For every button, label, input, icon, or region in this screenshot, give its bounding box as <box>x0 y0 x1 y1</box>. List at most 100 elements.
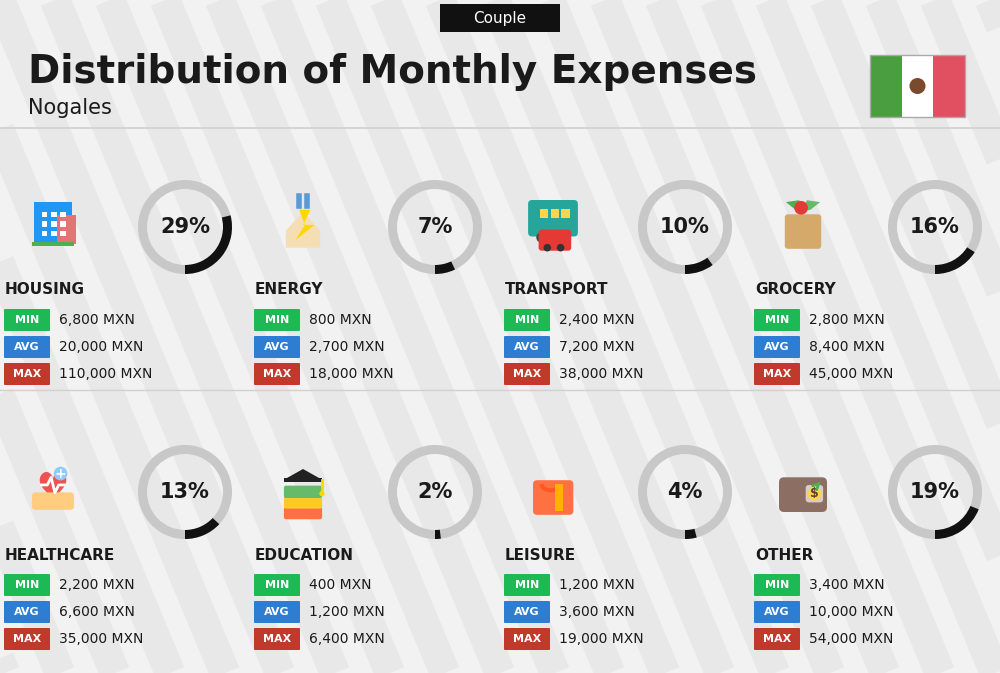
FancyBboxPatch shape <box>254 363 300 385</box>
FancyBboxPatch shape <box>504 336 550 358</box>
Text: 2%: 2% <box>417 482 453 502</box>
Text: 29%: 29% <box>160 217 210 237</box>
Wedge shape <box>685 529 697 539</box>
Text: MAX: MAX <box>763 369 791 379</box>
Polygon shape <box>786 200 803 211</box>
Text: MAX: MAX <box>263 634 291 644</box>
Bar <box>933 55 965 117</box>
Text: 3,600 MXN: 3,600 MXN <box>559 605 635 619</box>
FancyBboxPatch shape <box>754 363 800 385</box>
Text: HOUSING: HOUSING <box>5 283 85 297</box>
FancyBboxPatch shape <box>254 309 300 331</box>
Text: MIN: MIN <box>265 580 289 590</box>
Bar <box>34 202 72 244</box>
Text: MAX: MAX <box>513 369 541 379</box>
FancyBboxPatch shape <box>754 574 800 596</box>
Text: 45,000 MXN: 45,000 MXN <box>809 367 893 381</box>
Bar <box>51 221 57 227</box>
Text: AVG: AVG <box>764 342 790 352</box>
Text: 2,700 MXN: 2,700 MXN <box>309 340 385 354</box>
Circle shape <box>557 244 564 252</box>
Text: 19,000 MXN: 19,000 MXN <box>559 632 644 646</box>
Polygon shape <box>803 200 820 211</box>
Text: 2,800 MXN: 2,800 MXN <box>809 313 885 327</box>
FancyBboxPatch shape <box>284 496 322 509</box>
Text: AVG: AVG <box>264 342 290 352</box>
Text: AVG: AVG <box>514 607 540 617</box>
Text: 10,000 MXN: 10,000 MXN <box>809 605 894 619</box>
Bar <box>51 211 57 217</box>
Text: MAX: MAX <box>513 634 541 644</box>
Wedge shape <box>138 445 232 539</box>
Wedge shape <box>935 506 979 539</box>
Text: 3,400 MXN: 3,400 MXN <box>809 578 885 592</box>
Text: AVG: AVG <box>764 607 790 617</box>
FancyBboxPatch shape <box>4 309 50 331</box>
Bar <box>60 211 66 217</box>
Text: $: $ <box>810 487 819 500</box>
FancyBboxPatch shape <box>504 309 550 331</box>
Text: +: + <box>55 466 66 481</box>
Wedge shape <box>638 445 732 539</box>
Circle shape <box>536 232 547 243</box>
Wedge shape <box>685 258 713 274</box>
FancyBboxPatch shape <box>504 628 550 650</box>
Bar <box>870 55 965 117</box>
Text: 2,400 MXN: 2,400 MXN <box>559 313 635 327</box>
Text: 4%: 4% <box>667 482 703 502</box>
Text: MIN: MIN <box>765 315 789 325</box>
Wedge shape <box>935 248 975 274</box>
Text: MIN: MIN <box>515 315 539 325</box>
Text: 7,200 MXN: 7,200 MXN <box>559 340 635 354</box>
Circle shape <box>794 201 808 215</box>
Polygon shape <box>295 210 314 240</box>
FancyBboxPatch shape <box>785 214 821 249</box>
Circle shape <box>319 491 325 497</box>
Text: AVG: AVG <box>514 342 540 352</box>
Text: MIN: MIN <box>765 580 789 590</box>
Text: 2,200 MXN: 2,200 MXN <box>59 578 135 592</box>
Text: 54,000 MXN: 54,000 MXN <box>809 632 893 646</box>
Bar <box>60 231 66 236</box>
Bar <box>540 209 548 218</box>
FancyBboxPatch shape <box>504 601 550 623</box>
Text: MIN: MIN <box>265 315 289 325</box>
Circle shape <box>808 487 821 501</box>
FancyBboxPatch shape <box>284 507 322 520</box>
Text: 6,600 MXN: 6,600 MXN <box>59 605 135 619</box>
Polygon shape <box>286 211 320 248</box>
Text: MIN: MIN <box>15 580 39 590</box>
Text: Couple: Couple <box>473 11 527 26</box>
FancyBboxPatch shape <box>254 336 300 358</box>
FancyBboxPatch shape <box>533 481 573 515</box>
Text: 19%: 19% <box>910 482 960 502</box>
FancyBboxPatch shape <box>4 363 50 385</box>
Wedge shape <box>435 261 455 274</box>
Bar <box>57 215 76 244</box>
Bar <box>870 55 902 117</box>
Bar <box>42 231 47 236</box>
Circle shape <box>559 232 570 243</box>
Circle shape <box>910 78 926 94</box>
Text: MAX: MAX <box>13 369 41 379</box>
Circle shape <box>544 244 551 252</box>
Text: MIN: MIN <box>15 315 39 325</box>
FancyBboxPatch shape <box>779 477 827 512</box>
Text: Nogales: Nogales <box>28 98 112 118</box>
Text: 110,000 MXN: 110,000 MXN <box>59 367 152 381</box>
Bar <box>32 242 74 246</box>
Wedge shape <box>388 180 482 274</box>
FancyBboxPatch shape <box>754 336 800 358</box>
Circle shape <box>54 466 67 481</box>
Text: 400 MXN: 400 MXN <box>309 578 372 592</box>
Text: AVG: AVG <box>264 607 290 617</box>
Text: 6,800 MXN: 6,800 MXN <box>59 313 135 327</box>
Text: OTHER: OTHER <box>755 548 813 563</box>
Wedge shape <box>888 180 982 274</box>
Bar <box>51 231 57 236</box>
FancyBboxPatch shape <box>284 486 322 498</box>
Text: MAX: MAX <box>763 634 791 644</box>
Wedge shape <box>388 445 482 539</box>
FancyBboxPatch shape <box>754 601 800 623</box>
FancyBboxPatch shape <box>504 363 550 385</box>
